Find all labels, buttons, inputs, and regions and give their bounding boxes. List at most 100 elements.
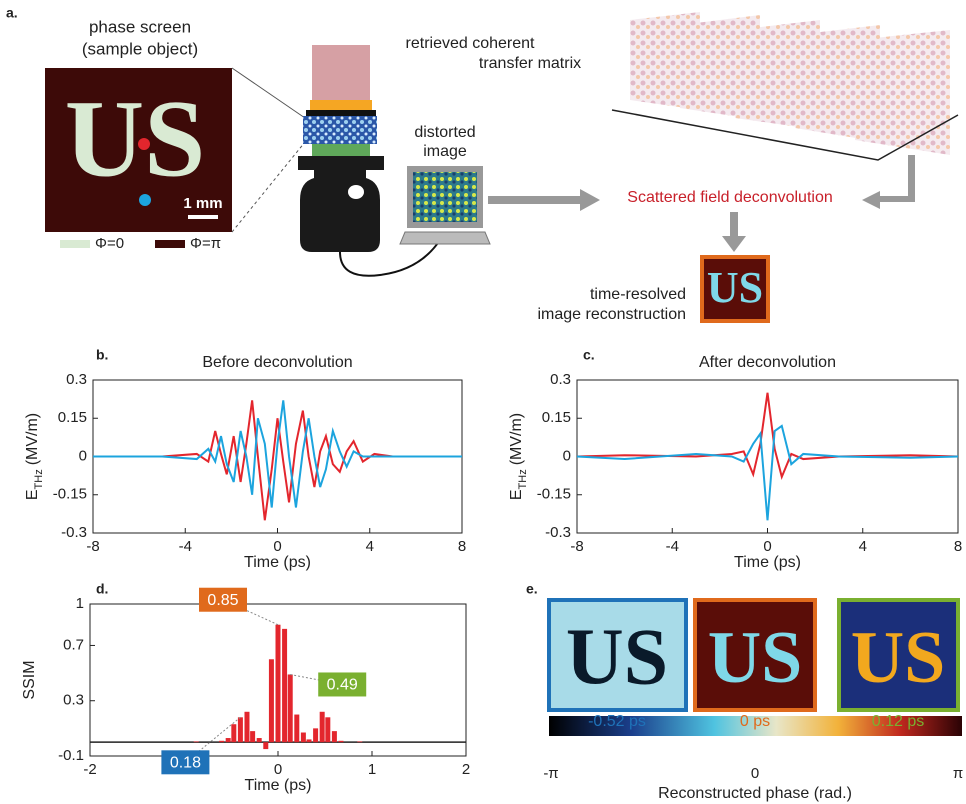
x-tick-label: 0	[273, 538, 281, 555]
plate	[306, 110, 376, 116]
bar	[313, 728, 318, 742]
x-tick-label: 4	[859, 538, 867, 555]
bar	[276, 625, 281, 742]
y-tick-label: 0.3	[550, 371, 571, 388]
annotation-label: 0.85	[207, 592, 238, 609]
y-tick-label: -0.3	[61, 524, 87, 541]
time-label: 0.12 ps	[872, 713, 924, 730]
blue-point	[139, 194, 151, 206]
y-tick-label: 0.7	[63, 636, 84, 653]
bar	[194, 741, 199, 742]
y-tick-label: 1	[76, 595, 84, 612]
y-tick-label: 0	[563, 447, 571, 464]
time-label: 0 ps	[740, 713, 770, 730]
chart-title: Before deconvolution	[202, 354, 352, 371]
x-tick-label: 0	[274, 761, 282, 778]
y-tick-label: 0.3	[66, 371, 87, 388]
x-axis-label: Time (ps)	[244, 554, 311, 571]
y-axis-label-part: (MV/m)	[24, 413, 41, 465]
y-tick-label: -0.15	[537, 486, 571, 503]
bar	[226, 738, 231, 742]
y-axis-label-part: (MV/m)	[508, 413, 525, 465]
bar	[219, 741, 224, 742]
phase-screen-title: phase screen	[89, 17, 191, 36]
x-tick-label: 0	[763, 538, 771, 555]
colorbar-tick: 0	[751, 765, 759, 782]
colorbar-label: Reconstructed phase (rad.)	[658, 785, 852, 802]
colorbar-tick: -π	[543, 765, 558, 782]
scatter-layer	[303, 116, 377, 144]
matrix-label: retrieved coherent	[406, 35, 536, 52]
reconstruction-pattern: US	[708, 617, 803, 699]
y-axis-label: SSIM	[21, 660, 38, 699]
x-tick-label: 1	[368, 761, 376, 778]
scale-bar	[188, 215, 218, 219]
beam	[312, 45, 370, 101]
x-tick-label: -4	[179, 538, 192, 555]
panel-label: e.	[526, 581, 538, 597]
y-axis-label-part: THz	[33, 469, 45, 489]
x-tick-label: 8	[458, 538, 466, 555]
chart-title: After deconvolution	[699, 354, 836, 371]
red-point	[138, 138, 150, 150]
fiber-bundle	[312, 144, 370, 156]
figure: a. b. c. d. e. phase screen (sample obje…	[0, 0, 966, 804]
x-tick-label: -8	[86, 538, 99, 555]
zoom-line	[232, 68, 305, 118]
bar	[288, 674, 293, 742]
bar	[332, 731, 337, 742]
x-tick-label: 4	[366, 538, 374, 555]
transfer-matrix	[630, 12, 950, 155]
x-tick-label: -4	[666, 538, 679, 555]
bar	[357, 741, 362, 742]
y-axis-label: ETHz (MV/m)	[24, 413, 45, 500]
series-line	[93, 400, 462, 507]
legend-swatch	[155, 240, 185, 248]
x-tick-label: -8	[570, 538, 583, 555]
keyboard	[400, 232, 490, 244]
matrix-label: transfer matrix	[479, 55, 581, 72]
panel-label: c.	[583, 347, 595, 363]
distorted-label: image	[423, 143, 467, 160]
arrow	[862, 155, 915, 209]
filter	[310, 100, 372, 110]
phase-pattern: US	[65, 77, 206, 199]
colorbar-tick: π	[953, 765, 963, 782]
scale-label: 1 mm	[183, 195, 222, 212]
deconvolution-label: Scattered field deconvolution	[627, 189, 832, 206]
legend-label: Φ=0	[95, 235, 124, 252]
y-tick-label: -0.1	[58, 747, 84, 764]
phase-screen-title: (sample object)	[82, 39, 198, 58]
arrow	[488, 189, 600, 211]
y-tick-label: -0.3	[545, 524, 571, 541]
bar	[307, 739, 312, 742]
annotation-label: 0.49	[327, 677, 358, 694]
x-axis-label: Time (ps)	[734, 554, 801, 571]
bar	[250, 731, 255, 742]
panel-label: d.	[96, 581, 108, 597]
arrow	[722, 212, 746, 252]
bar	[320, 712, 325, 742]
reconstruction-pattern: US	[566, 613, 668, 701]
y-axis-label-part: E	[24, 489, 41, 500]
distorted-label: distorted	[414, 124, 475, 141]
y-axis-label-part: SSIM	[21, 660, 38, 699]
annotation-label: 0.18	[170, 755, 201, 772]
y-tick-label: -0.15	[53, 486, 87, 503]
zoom-line	[232, 142, 305, 232]
y-tick-label: 0	[79, 447, 87, 464]
x-tick-label: -2	[83, 761, 96, 778]
y-tick-label: 0.3	[63, 692, 84, 709]
reconstruction-pattern: US	[851, 617, 946, 699]
bar	[294, 715, 299, 743]
bar	[282, 629, 287, 742]
x-tick-label: 2	[462, 761, 470, 778]
bar	[257, 738, 262, 742]
x-axis-label: Time (ps)	[245, 777, 312, 794]
bar	[325, 717, 330, 742]
bar	[269, 659, 274, 742]
reconstruction-label: image reconstruction	[537, 306, 686, 323]
y-tick-label: 0.15	[58, 409, 87, 426]
bar	[244, 712, 249, 742]
series-line	[93, 400, 462, 520]
